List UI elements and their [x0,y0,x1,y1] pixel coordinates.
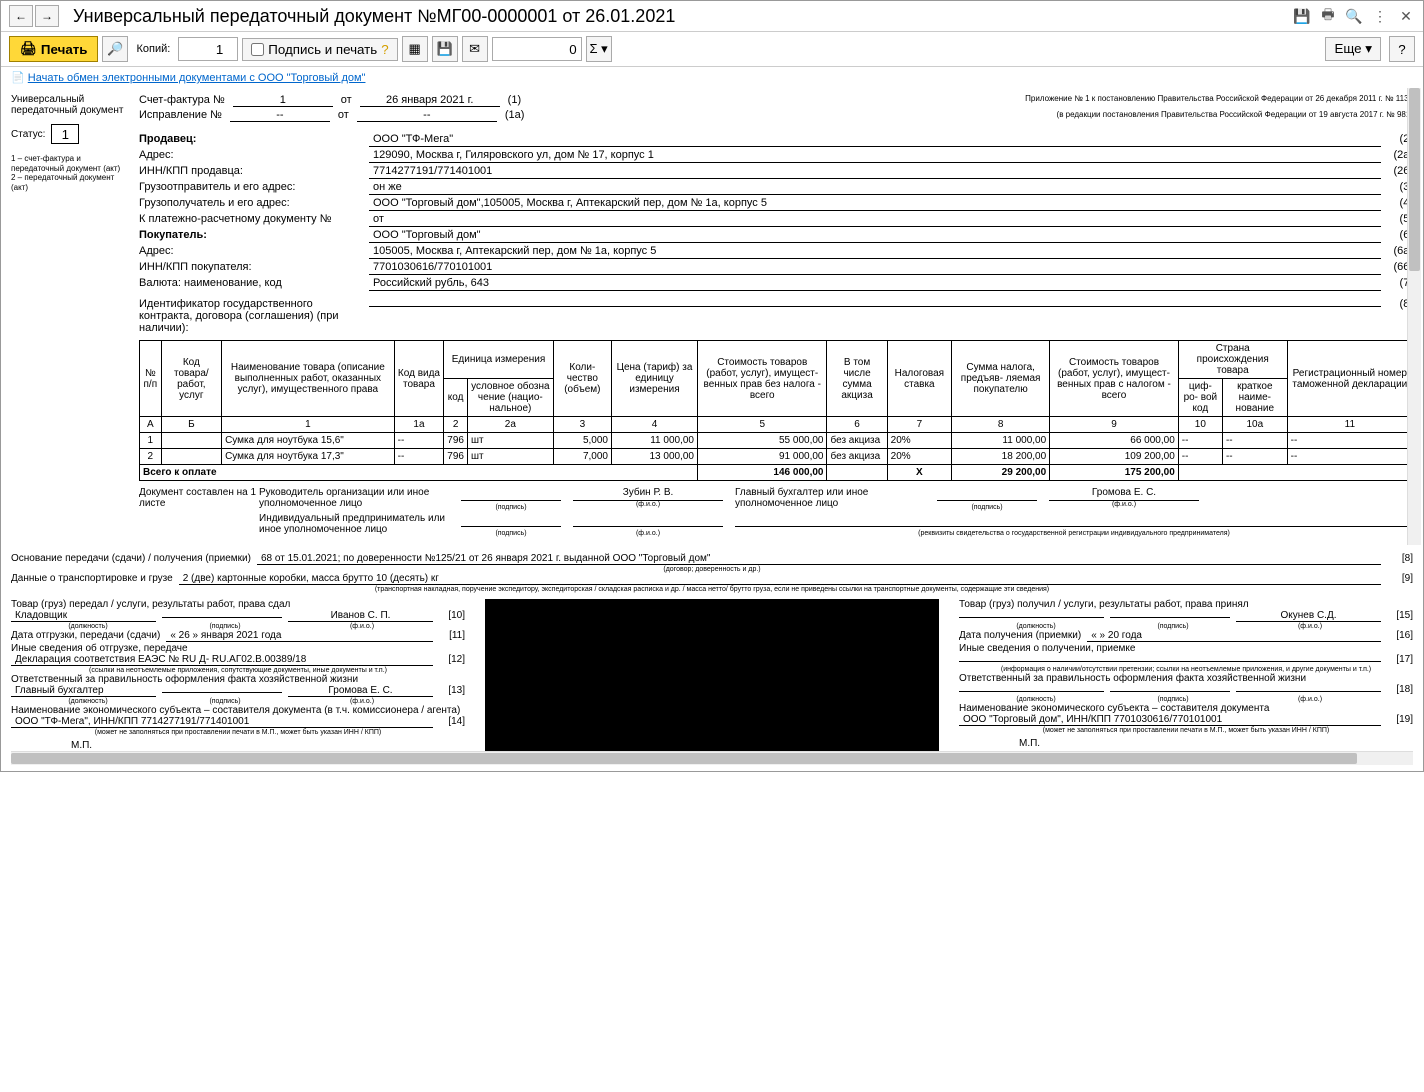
exchange-link[interactable]: Начать обмен электронными документами с … [28,72,366,84]
field-value: ООО "Торговый дом" [369,229,1381,243]
field-label: ИНН/КПП покупателя: [139,261,369,273]
sign-seal-button[interactable]: Подпись и печать ? [242,38,397,61]
help-button[interactable]: ? [1389,36,1415,62]
field-value [369,293,1381,307]
toolbar: 🖨Печать 🔎 Копий: Подпись и печать ? ▦ 💾 … [1,32,1423,67]
sf-label: Счет-фактура № [139,94,225,106]
doc-type-label: Универсальный передаточный документ [11,94,131,116]
block-heading: Товар (груз) передал / услуги, результат… [11,599,465,610]
forward-button[interactable]: → [35,5,59,27]
close-icon[interactable]: ✕ [1397,7,1415,25]
zoom-button[interactable]: 🔎 [102,36,128,62]
field-label: Покупатель: [139,229,369,241]
menu-icon[interactable]: ⋮ [1371,7,1389,25]
annex-line1: Приложение № 1 к постановлению Правитель… [589,94,1413,104]
table-row: 1Сумка для ноутбука 15,6"--796шт5,00011 … [140,433,1413,449]
field-label: Адрес: [139,149,369,161]
field-value: от [369,213,1381,227]
block-heading: Товар (груз) получил / услуги, результат… [959,599,1413,610]
sf-no: 1 [233,94,333,107]
field-label: Валюта: наименование, код [139,277,369,289]
field-value: 7701030616/770101001 [369,261,1381,275]
field-label: Грузополучатель и его адрес: [139,197,369,209]
compiled-label: Документ составлен на 1 листе [139,487,259,539]
window-title: Универсальный передаточный документ №МГ0… [73,6,1293,27]
sigma-button[interactable]: Σ ▾ [586,36,612,62]
sf-date: 26 января 2021 г. [360,94,500,107]
num-input[interactable] [492,37,582,61]
field-label: К платежно-расчетному документу № [139,213,369,225]
vertical-scrollbar[interactable] [1407,88,1421,545]
status-note2: 2 – передаточный документ (акт) [11,173,131,192]
print-icon[interactable]: 🖶 [1319,7,1337,25]
corr-no: -- [230,109,330,122]
status-note1: 1 – счет-фактура и передаточный документ… [11,154,131,173]
corr-date: -- [357,109,497,122]
copies-input[interactable] [178,37,238,61]
field-label: Адрес: [139,245,369,257]
status-label: Статус: [11,129,45,140]
field-value: 7714277191/771401001 [369,165,1381,179]
preview-icon[interactable]: 🔍 [1345,7,1363,25]
more-button[interactable]: Еще ▾ [1325,37,1381,61]
field-value: 129090, Москва г, Гиляровского ул, дом №… [369,149,1381,163]
goods-table: № п/п Код товара/ работ, услуг Наименова… [139,340,1413,481]
mail-button[interactable]: ✉ [462,36,488,62]
table-row: 2Сумка для ноутбука 17,3"--796шт7,00013 … [140,449,1413,465]
field-value: ООО "Торговый дом",105005, Москва г, Апт… [369,197,1381,211]
corr-label: Исправление № [139,109,222,121]
field-label: Продавец: [139,133,369,145]
field-value: Российский рубль, 643 [369,277,1381,291]
printer-icon: 🖨 [20,41,37,57]
doc-icon: 📄 [11,72,25,84]
title-bar: ← → Универсальный передаточный документ … [1,1,1423,32]
horizontal-scrollbar[interactable] [11,751,1413,765]
disk-button[interactable]: 💾 [432,36,458,62]
annex-line2: (в редакции постановления Правительства … [589,110,1413,120]
basis-value: 68 от 15.01.2021; по доверенности №125/2… [257,553,1381,565]
field-label: Грузоотправитель и его адрес: [139,181,369,193]
back-button[interactable]: ← [9,5,33,27]
sign-seal-checkbox[interactable] [251,43,264,56]
status-input[interactable] [51,124,79,144]
copies-label: Копий: [136,43,170,55]
trans-value: 2 (две) картонные коробки, масса брутто … [179,573,1381,585]
grid-button[interactable]: ▦ [402,36,428,62]
field-value: он же [369,181,1381,195]
print-button[interactable]: 🖨Печать [9,36,98,62]
field-value: ООО "ТФ-Мега" [369,133,1381,147]
field-label: ИНН/КПП продавца: [139,165,369,177]
save-icon[interactable]: 💾 [1293,7,1311,25]
field-label: Идентификатор государственного контракта… [139,298,369,334]
field-value: 105005, Москва г, Аптекарский пер, дом №… [369,245,1381,259]
